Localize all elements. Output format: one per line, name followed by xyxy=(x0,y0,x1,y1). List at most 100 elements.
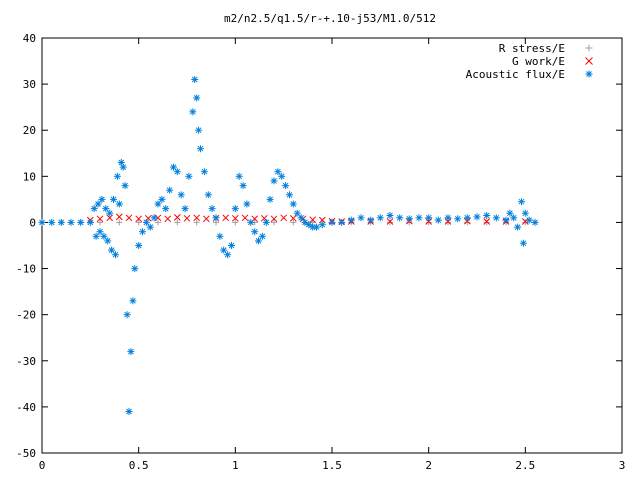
acoustic-flux-point xyxy=(125,408,133,415)
legend-marker-r-stress xyxy=(585,44,593,52)
acoustic-flux-point xyxy=(266,195,274,203)
y-tick-label: -20 xyxy=(16,309,36,322)
r-stress-point xyxy=(483,219,490,226)
acoustic-flux-point xyxy=(502,216,510,224)
legend-entry-r-stress: R stress/E xyxy=(499,42,593,55)
acoustic-flux-point xyxy=(119,163,127,171)
acoustic-flux-point xyxy=(386,212,394,219)
legend: R stress/E G work/E Acoustic flux/E xyxy=(466,42,593,81)
acoustic-flux-point xyxy=(367,216,375,224)
acoustic-flux-point xyxy=(189,108,197,116)
chart-title: m2/n2.5/q1.5/r-+.10-j53/M1.0/512 xyxy=(224,12,436,25)
acoustic-flux-point xyxy=(376,214,384,222)
data-marks xyxy=(38,76,539,415)
acoustic-flux-point xyxy=(519,239,527,247)
y-tick-label: -10 xyxy=(16,263,36,276)
acoustic-flux-point xyxy=(146,223,154,231)
acoustic-flux-point xyxy=(454,215,462,223)
acoustic-flux-point xyxy=(286,191,293,199)
acoustic-flux-point xyxy=(193,94,201,102)
legend-label-acoustic-flux: Acoustic flux/E xyxy=(466,68,565,81)
acoustic-flux-point xyxy=(92,232,100,240)
acoustic-flux-point xyxy=(121,182,129,190)
legend-label-r-stress: R stress/E xyxy=(499,42,565,55)
x-tick-label: 1.5 xyxy=(322,459,342,472)
acoustic-flux-point xyxy=(38,218,46,226)
acoustic-flux-point xyxy=(98,195,106,203)
acoustic-flux-point xyxy=(102,205,110,213)
acoustic-flux-point xyxy=(255,237,262,245)
acoustic-flux-point xyxy=(181,205,189,213)
acoustic-flux-point xyxy=(113,172,121,180)
acoustic-flux-point xyxy=(197,145,204,153)
y-tick-label: 30 xyxy=(23,78,36,91)
x-tick-label: 0.5 xyxy=(129,459,149,472)
g-work-point xyxy=(135,215,143,223)
legend-entry-g-work: G work/E xyxy=(512,55,593,68)
acoustic-flux-point xyxy=(216,232,224,240)
x-tick-label: 1 xyxy=(232,459,239,472)
r-stress-point xyxy=(271,219,277,226)
acoustic-flux-point xyxy=(518,198,525,206)
acoustic-flux-point xyxy=(396,214,404,222)
x-tick-label: 2.5 xyxy=(515,459,535,472)
acoustic-flux-point xyxy=(220,246,228,254)
r-stress-point xyxy=(232,219,239,226)
acoustic-flux-point xyxy=(67,218,75,226)
g-work-point xyxy=(280,214,288,222)
acoustic-flux-point xyxy=(347,216,355,224)
r-stress-point xyxy=(155,219,161,226)
acoustic-flux-point xyxy=(405,215,413,223)
g-work-point xyxy=(386,218,394,225)
acoustic-flux-point xyxy=(525,216,533,224)
acoustic-flux-point xyxy=(106,209,114,217)
g-work-point xyxy=(222,214,230,222)
acoustic-flux-point xyxy=(514,223,522,231)
acoustic-flux-point xyxy=(94,200,102,208)
acoustic-flux-point xyxy=(231,205,239,213)
g-work-point xyxy=(289,214,297,222)
g-work-point xyxy=(202,215,210,223)
acoustic-flux-point xyxy=(90,205,98,213)
acoustic-flux-point xyxy=(318,221,326,229)
acoustic-flux-point xyxy=(191,76,199,83)
acoustic-flux-point xyxy=(293,209,301,217)
acoustic-flux-point xyxy=(185,172,193,180)
acoustic-flux-point xyxy=(483,212,491,219)
acoustic-flux-point xyxy=(521,209,529,217)
y-tick-label: 40 xyxy=(23,32,36,45)
acoustic-flux-point xyxy=(415,214,423,222)
g-work-point xyxy=(483,218,491,225)
g-work-point xyxy=(183,214,191,222)
acoustic-flux-point xyxy=(158,195,166,203)
acoustic-flux-point xyxy=(135,242,143,249)
acoustic-flux-point xyxy=(208,205,216,213)
acoustic-flux-point xyxy=(110,195,117,203)
acoustic-flux-point xyxy=(313,223,320,231)
g-work-point xyxy=(115,213,123,221)
acoustic-flux-point xyxy=(301,218,309,226)
acoustic-flux-point xyxy=(305,221,313,229)
acoustic-flux-point xyxy=(131,265,139,273)
x-tick-label: 0 xyxy=(39,459,46,472)
acoustic-flux-point xyxy=(297,214,305,222)
acoustic-flux-point xyxy=(357,214,365,222)
acoustic-flux-point xyxy=(492,214,500,222)
acoustic-flux-point xyxy=(154,200,162,208)
acoustic-flux-point xyxy=(129,297,137,305)
acoustic-flux-point xyxy=(212,214,220,222)
acoustic-flux-point xyxy=(173,168,181,176)
legend-label-g-work: G work/E xyxy=(512,55,565,68)
acoustic-flux-point xyxy=(195,126,203,134)
acoustic-flux-point xyxy=(142,218,150,226)
acoustic-flux-point xyxy=(100,232,108,240)
acoustic-flux-point xyxy=(239,182,247,190)
legend-entry-acoustic-flux: Acoustic flux/E xyxy=(466,68,593,81)
acoustic-flux-point xyxy=(204,191,212,199)
r-stress-point xyxy=(135,219,142,226)
acoustic-flux-point xyxy=(112,251,119,259)
acoustic-flux-point xyxy=(77,218,85,226)
acoustic-flux-point xyxy=(127,348,135,356)
acoustic-flux-point xyxy=(57,218,65,226)
